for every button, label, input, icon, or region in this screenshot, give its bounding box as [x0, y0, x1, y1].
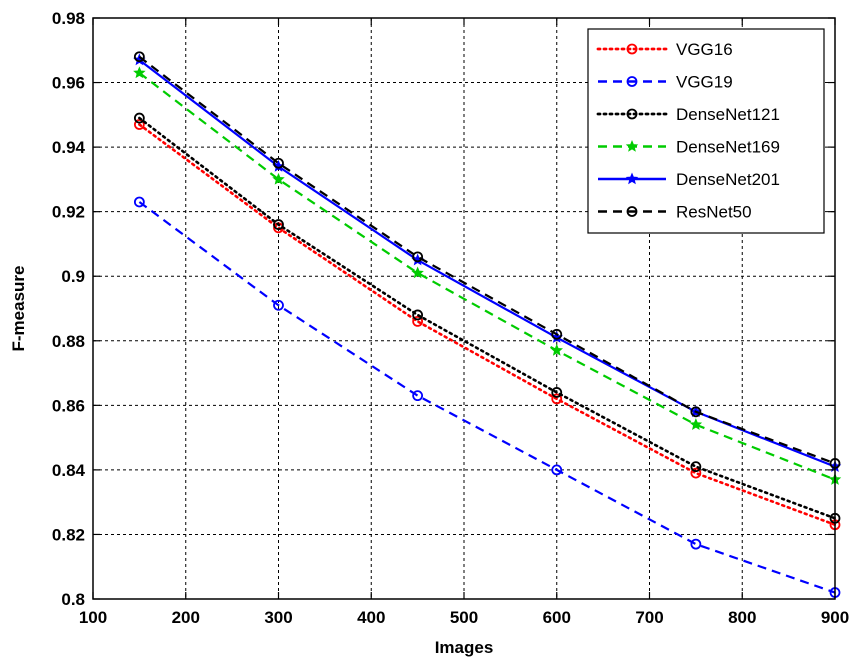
data-point — [273, 299, 284, 311]
legend-item: ResNet50 — [598, 203, 752, 222]
x-tick-label: 300 — [264, 608, 292, 627]
legend-label: DenseNet201 — [676, 170, 780, 189]
x-tick-label: 700 — [635, 608, 663, 627]
legend-label: VGG19 — [676, 73, 733, 92]
y-tick-label: 0.88 — [52, 332, 85, 351]
y-tick-label: 0.94 — [52, 138, 86, 157]
series-line — [138, 116, 837, 520]
series-line — [138, 201, 836, 594]
data-point — [133, 112, 145, 124]
series-line — [138, 71, 836, 481]
legend-item: VGG16 — [596, 40, 733, 59]
data-point — [690, 461, 702, 473]
y-tick-label: 0.8 — [61, 590, 85, 609]
y-tick-label: 0.92 — [52, 203, 85, 222]
x-tick-label: 400 — [357, 608, 385, 627]
data-point — [412, 390, 424, 402]
data-point — [412, 251, 424, 263]
x-tick-label: 800 — [728, 608, 756, 627]
series-vgg19 — [133, 196, 841, 598]
data-point — [133, 119, 145, 130]
data-point — [133, 51, 145, 63]
y-axis-label: F-measure — [9, 266, 28, 352]
data-point — [412, 309, 424, 321]
y-tick-label: 0.9 — [61, 267, 85, 286]
data-point — [550, 343, 563, 356]
legend: VGG16 VGG19 DenseNet121 DenseNet169 DenseNet… — [587, 28, 825, 234]
y-tick-label: 0.96 — [52, 74, 85, 93]
y-tick-label: 0.84 — [52, 461, 86, 480]
legend-label: DenseNet121 — [676, 105, 780, 124]
legend-item: DenseNet201 — [598, 170, 780, 189]
legend-item: VGG19 — [598, 73, 733, 92]
series-line — [138, 123, 837, 527]
data-point — [273, 157, 284, 169]
x-tick-label: 500 — [450, 608, 478, 627]
legend-marker — [626, 43, 638, 55]
data-point — [689, 418, 703, 430]
x-tick-label: 200 — [172, 608, 200, 627]
x-tick-label: 900 — [821, 608, 849, 627]
data-point — [551, 393, 563, 405]
legend-label: DenseNet169 — [676, 138, 780, 157]
data-point — [690, 538, 702, 550]
legend-marker — [625, 139, 639, 152]
data-point — [272, 172, 285, 185]
data-point — [690, 406, 702, 418]
x-tick-label: 600 — [543, 608, 571, 627]
series-resnet50 — [133, 51, 841, 469]
data-point — [412, 316, 424, 327]
legend-label: VGG16 — [676, 40, 733, 59]
x-tick-label: 100 — [79, 608, 107, 627]
legend-item: DenseNet121 — [596, 105, 780, 124]
y-tick-label: 0.82 — [52, 525, 85, 544]
series-line — [138, 59, 836, 468]
axis-ticks: 100 200 300 400 500 600 700 800 900 0.8 0.82 0.84 0.… — [52, 9, 849, 627]
data-point — [690, 467, 702, 479]
legend-marker — [626, 206, 638, 217]
y-tick-label: 0.98 — [52, 9, 85, 28]
data-point — [551, 387, 563, 398]
x-axis-label: Images — [435, 638, 494, 657]
legend-marker — [625, 172, 639, 185]
y-tick-label: 0.86 — [52, 396, 85, 415]
data-point — [273, 219, 284, 230]
legend-item: DenseNet169 — [598, 138, 780, 157]
data-point — [133, 66, 146, 79]
data-point — [551, 328, 563, 340]
legend-marker — [626, 76, 638, 87]
legend-box — [587, 28, 825, 234]
legend-label: ResNet50 — [676, 203, 752, 222]
data-point — [133, 196, 145, 208]
series-line — [138, 55, 836, 465]
legend-marker — [626, 108, 638, 120]
data-point — [411, 266, 424, 279]
series-group — [133, 51, 842, 598]
data-point — [551, 464, 563, 476]
series-densenet121 — [133, 112, 841, 524]
